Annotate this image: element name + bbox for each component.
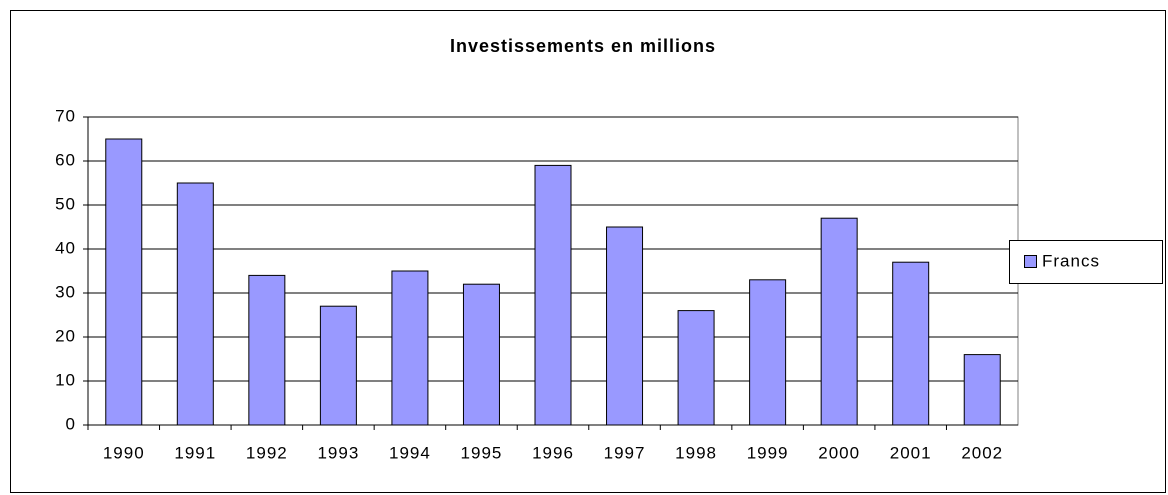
x-tick-label: 1996 — [532, 443, 574, 462]
y-tick-label: 50 — [55, 194, 76, 213]
x-tick-label: 1991 — [174, 443, 216, 462]
x-tick-label: 1992 — [246, 443, 288, 462]
bar — [749, 279, 787, 426]
bar — [462, 283, 500, 426]
bar — [319, 305, 357, 426]
y-tick-label: 30 — [55, 282, 76, 301]
bar — [892, 261, 930, 426]
x-tick-label: 1998 — [675, 443, 717, 462]
x-tick-label: 1993 — [317, 443, 359, 462]
bar — [105, 138, 143, 426]
bar — [391, 270, 429, 426]
x-tick-label: 1995 — [461, 443, 503, 462]
x-tick-label: 1997 — [604, 443, 646, 462]
legend-marker — [1024, 255, 1037, 268]
x-tick-label: 2001 — [890, 443, 932, 462]
y-tick-label: 10 — [55, 370, 76, 389]
x-tick-label: 1994 — [389, 443, 431, 462]
x-tick-label: 2002 — [961, 443, 1003, 462]
y-tick-label: 40 — [55, 238, 76, 257]
bar — [176, 182, 214, 426]
bar — [606, 226, 644, 426]
y-tick-label: 60 — [55, 150, 76, 169]
bar — [820, 217, 858, 426]
x-tick-label: 1990 — [103, 443, 145, 462]
bar — [534, 164, 572, 426]
bar — [677, 310, 715, 426]
x-tick-label: 1999 — [747, 443, 789, 462]
bar — [963, 354, 1001, 426]
chart-title: Investissements en millions — [450, 36, 716, 56]
y-tick-label: 0 — [66, 414, 76, 433]
x-tick-label: 2000 — [818, 443, 860, 462]
y-tick-label: 70 — [55, 106, 76, 125]
y-tick-label: 20 — [55, 326, 76, 345]
bar — [248, 274, 286, 426]
legend-label: Francs — [1042, 251, 1100, 270]
